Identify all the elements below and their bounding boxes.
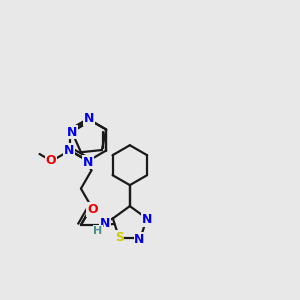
Text: O: O (45, 154, 56, 167)
Text: N: N (134, 233, 145, 246)
Text: N: N (84, 112, 94, 125)
Text: N: N (142, 213, 152, 226)
Text: H: H (93, 226, 103, 236)
Text: N: N (100, 218, 110, 230)
Text: O: O (87, 203, 98, 216)
Text: N: N (64, 144, 74, 157)
Text: N: N (67, 126, 78, 139)
Text: S: S (115, 231, 124, 244)
Text: N: N (83, 155, 93, 169)
